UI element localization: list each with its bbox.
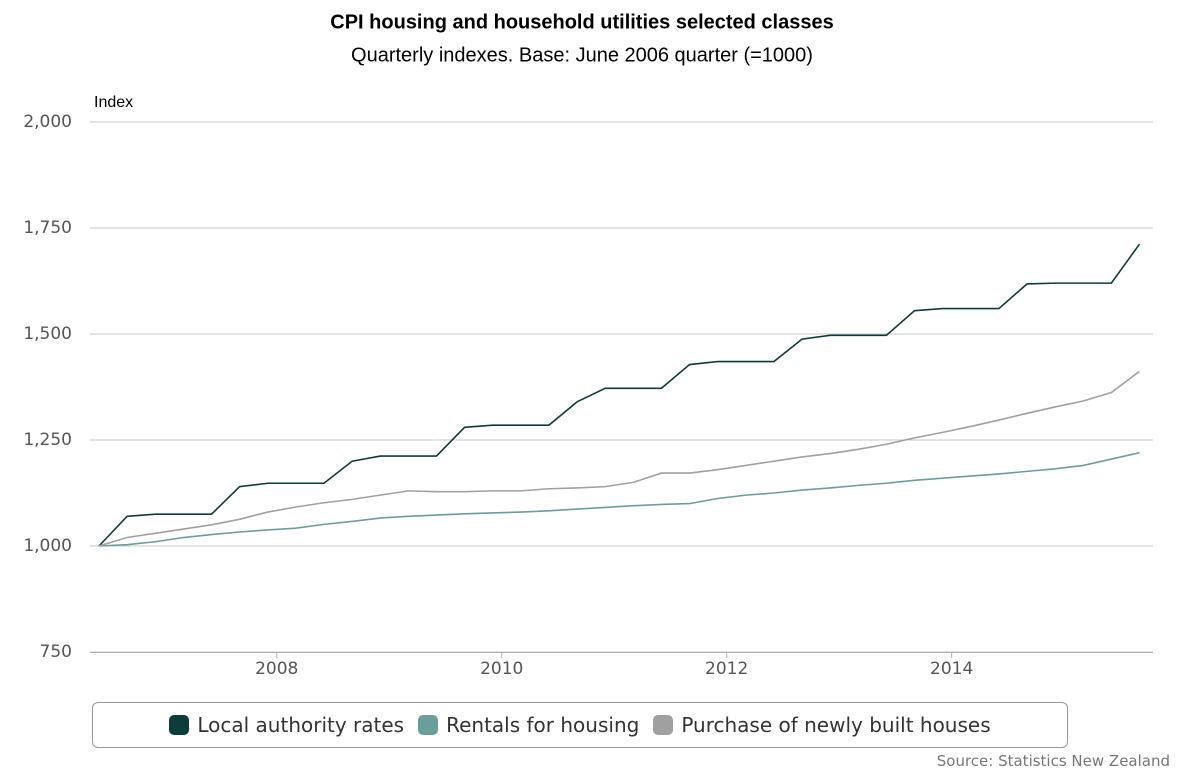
legend-swatch [418,715,439,735]
y-tick-label: 1,500 [23,324,72,344]
legend-label: Rentals for housing [446,713,640,737]
chart-title: CPI housing and household utilities sele… [330,11,833,33]
series-line [98,370,1140,547]
y-tick-label: 750 [40,642,72,662]
y-tick-label: 1,750 [23,218,72,238]
series-line [98,243,1141,547]
legend-item[interactable]: Purchase of newly built houses [653,713,991,737]
x-tick-label: 2012 [705,659,748,679]
y-axis-label: Index [94,94,133,111]
source: Source: Statistics New Zealand [936,752,1170,770]
legend: Local authority rates Rentals for housing… [92,702,1068,748]
legend-label: Purchase of newly built houses [681,713,991,737]
x-tick-label: 2014 [930,659,973,679]
legend-swatch [169,715,190,735]
x-tick-label: 2008 [255,659,298,679]
chart-subtitle: Quarterly indexes. Base: June 2006 quart… [351,44,813,66]
series-line [98,451,1140,547]
x-tick-label: 2010 [480,659,523,679]
legend-swatch [653,715,674,735]
legend-label: Local authority rates [197,713,405,737]
legend-item[interactable]: Rentals for housing [418,713,639,737]
y-tick-label: 1,250 [23,430,72,450]
y-tick-label: 1,000 [23,536,72,556]
legend-item[interactable]: Local authority rates [169,713,404,737]
y-tick-label: 2,000 [23,112,72,132]
